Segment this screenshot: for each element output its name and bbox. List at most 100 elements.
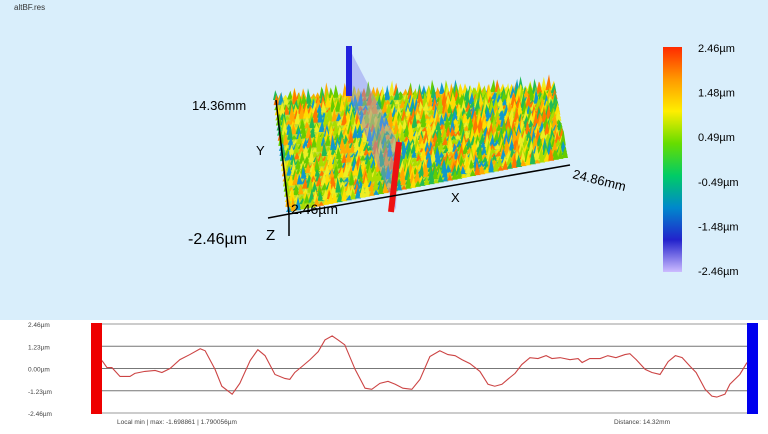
surface-peak — [464, 164, 471, 174]
profile-chart[interactable]: 2.46µm 1.23µm 0.00µm -1.23µm -2.46µm — [0, 320, 768, 429]
surface-peak — [489, 134, 496, 147]
surface-peak — [360, 87, 367, 97]
surface-peak — [317, 183, 324, 196]
surface-peak — [387, 109, 394, 122]
surface-peak — [289, 153, 296, 165]
surface-peak — [514, 142, 521, 157]
surface-peak — [465, 172, 472, 177]
surface-peak — [460, 98, 467, 113]
surface-peak — [547, 112, 554, 129]
surface-peak — [357, 105, 364, 111]
surface-peak — [379, 122, 386, 136]
surface-peak — [427, 96, 434, 107]
surface-peak — [367, 144, 374, 151]
surface-peak — [332, 155, 339, 170]
surface-peak — [554, 102, 561, 115]
surface-peak — [495, 114, 502, 128]
surface-peak — [437, 133, 444, 146]
surface-peak — [303, 116, 310, 124]
surface-peak — [482, 156, 489, 163]
surface-peak — [295, 158, 302, 170]
surface-peak — [481, 117, 488, 129]
surface-peak — [494, 143, 501, 150]
surface-peak — [310, 127, 317, 138]
surface-peak — [299, 199, 306, 210]
surface-peak — [363, 147, 370, 156]
z-axis-label: Z — [266, 227, 275, 244]
surface-peak — [446, 103, 453, 114]
surface-3d-plot[interactable]: 14.36mm Y 24.86mm X 2.46µm -2.46µm Z 2.4… — [0, 0, 768, 320]
surface-peak — [438, 149, 445, 154]
surface-peak — [396, 182, 403, 191]
surface-peak — [379, 153, 386, 167]
y-tick-label: -2.46µm — [28, 411, 52, 418]
surface-peak — [395, 178, 402, 187]
surface-peak — [292, 170, 299, 186]
surface-peak — [350, 188, 357, 200]
surface-peak — [311, 147, 318, 153]
surface-peak — [433, 178, 440, 184]
surface-peak — [554, 130, 561, 144]
surface-peak — [376, 94, 383, 110]
surface-peak — [282, 132, 289, 146]
surface-peak — [328, 87, 335, 98]
surface-peak — [464, 132, 471, 139]
surface-peak — [476, 148, 483, 160]
surface-peak — [358, 137, 365, 152]
surface-peak — [501, 98, 508, 106]
colorbar-label: 0.49µm — [698, 132, 735, 144]
profile-plane — [349, 48, 398, 210]
surface-peak — [335, 176, 342, 193]
surface-peak — [296, 173, 303, 185]
surface-peak — [552, 148, 559, 160]
profile-panel[interactable]: 2.46µm 1.23µm 0.00µm -1.23µm -2.46µm Local m… — [0, 320, 768, 429]
surface-peak — [439, 114, 446, 126]
surface-peak — [420, 114, 427, 128]
surface-peak — [505, 115, 512, 130]
surface-peak — [452, 118, 459, 125]
surface-peak — [314, 123, 321, 133]
profile-start-marker[interactable] — [388, 141, 402, 213]
surface-peak — [364, 185, 371, 197]
surface-peak — [284, 182, 291, 197]
surface-peak — [313, 195, 320, 207]
surface-peak — [368, 152, 375, 160]
surface-peak — [410, 177, 417, 188]
surface-peak — [283, 172, 290, 187]
surface-peak — [286, 125, 293, 140]
surface-peak — [493, 139, 500, 146]
surface-peak — [479, 165, 486, 175]
surface-peak — [386, 176, 393, 184]
surface-peak — [371, 96, 378, 106]
surface-peak — [333, 84, 340, 98]
profile-start-marker[interactable] — [91, 323, 102, 414]
surface-peak — [304, 162, 311, 174]
surface-view-panel[interactable]: altBF.res 14.36mm Y 24.86mm X 2.46µm -2.… — [0, 0, 768, 320]
surface-peak — [345, 149, 352, 163]
surface-peak — [363, 107, 370, 115]
surface-peak — [454, 121, 461, 132]
surface-peak — [384, 84, 391, 101]
surface-peak — [334, 98, 341, 112]
surface-peak — [314, 92, 321, 99]
surface-peak — [301, 137, 308, 149]
surface-peak — [367, 101, 374, 115]
surface-peak — [415, 153, 422, 162]
surface-peak — [320, 94, 327, 108]
surface-peak — [308, 147, 315, 163]
surface-peak — [478, 160, 485, 167]
surface-peak — [522, 134, 529, 149]
surface-peak — [374, 118, 381, 132]
profile-end-marker[interactable] — [747, 323, 758, 414]
surface-peak — [424, 113, 431, 119]
surface-peak — [508, 138, 515, 151]
surface-peak — [412, 126, 419, 133]
surface-peak — [489, 143, 496, 150]
surface-peak — [319, 131, 326, 142]
surface-peak — [555, 110, 562, 121]
surface-peak — [309, 198, 315, 208]
surface-peak — [292, 99, 299, 110]
surface-peak — [474, 97, 481, 112]
surface-peak — [454, 130, 461, 136]
surface-peak — [559, 129, 566, 146]
